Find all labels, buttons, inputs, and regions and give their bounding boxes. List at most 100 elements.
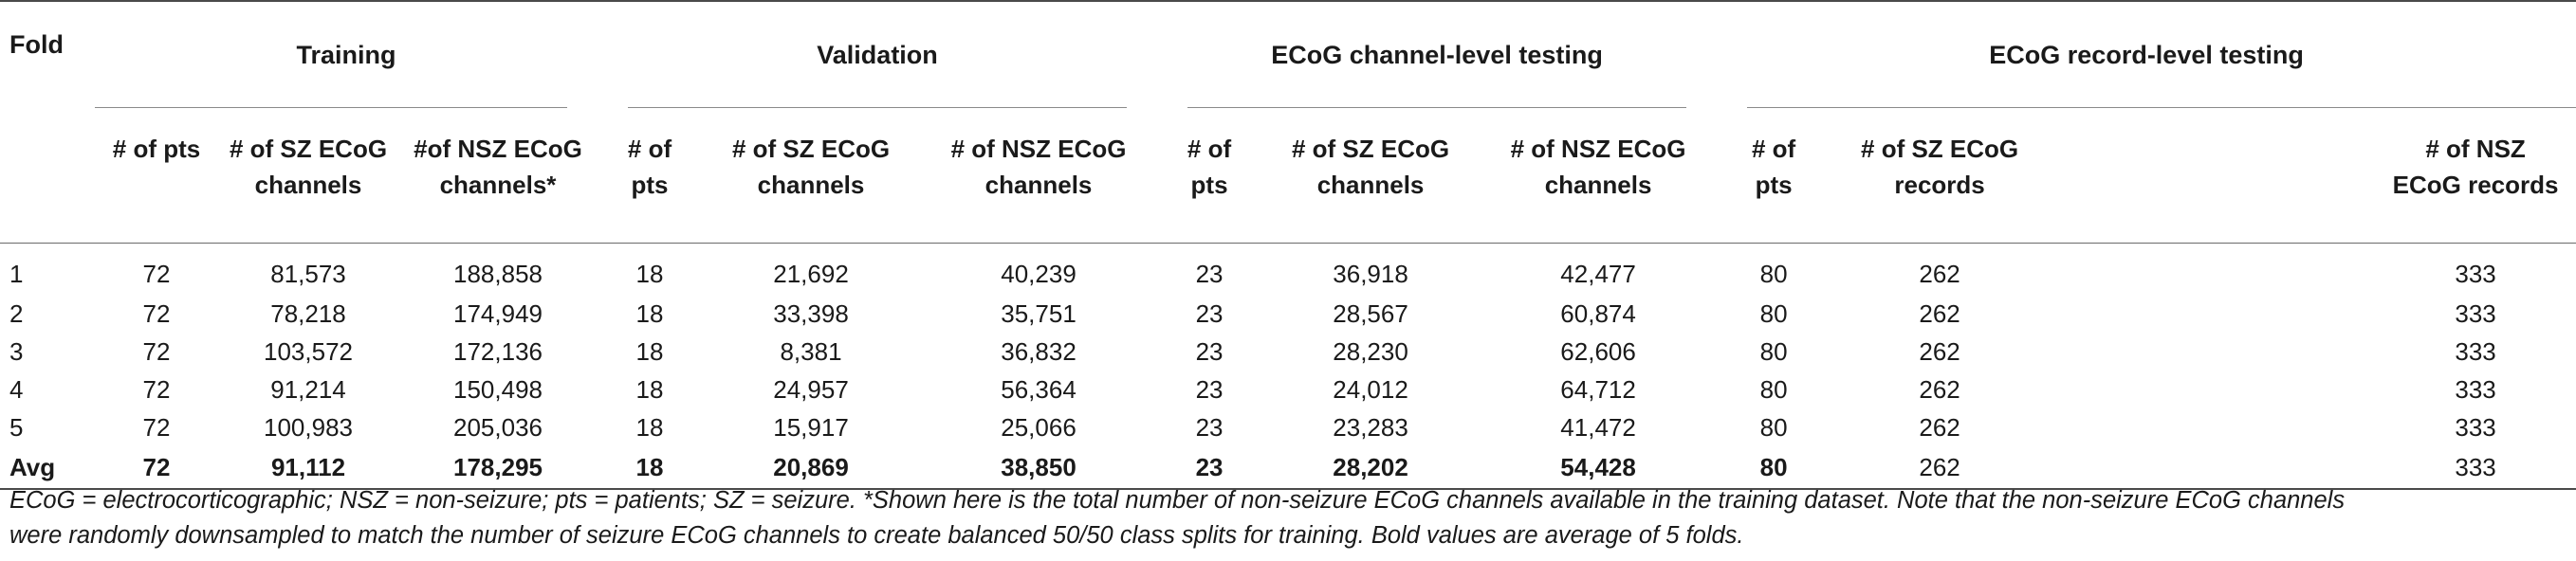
channel-sz-cell: 28,567: [1333, 299, 1408, 328]
subcolumn-header-row: # of pts # of SZ ECoG channels #of NSZ EC…: [0, 108, 2576, 244]
record-nsz-header: # of NSZ ECoG records: [2049, 108, 2576, 244]
validation-sz-header: # of SZ ECoG channels: [702, 108, 921, 244]
channel-nsz-header: # of NSZ ECoG channels: [1480, 108, 1718, 244]
validation-nsz-cell: 36,832: [1001, 336, 1076, 366]
channel-nsz-cell: 42,477: [1560, 259, 1636, 288]
avg-validation-sz-cell: 20,869: [702, 446, 921, 490]
table-row: 5 72 100,983 205,036 18 15,917 25,066 23 23,283 4…: [0, 408, 2576, 446]
avg-record-sz-cell: 262: [1831, 446, 2050, 490]
validation-sz-cell: 8,381: [780, 336, 842, 366]
table-footnote: ECoG = electrocorticographic; NSZ = non-…: [9, 483, 2561, 553]
footnote-line-2: were randomly downsampled to match the n…: [9, 522, 1744, 549]
fold-cell: 4: [9, 374, 24, 404]
avg-validation-nsz-cell: 38,850: [920, 446, 1158, 490]
fold-subheader-blank: [0, 108, 95, 244]
channel-nsz-cell: 64,712: [1560, 374, 1636, 404]
channel-sz-cell: 36,918: [1333, 259, 1408, 288]
training-sz-cell: 91,214: [270, 374, 346, 404]
training-nsz-cell: 188,858: [453, 259, 543, 288]
channel-sz-cell: 23,283: [1333, 412, 1408, 442]
validation-pts-cell: 18: [635, 336, 664, 366]
validation-sz-cell: 33,398: [773, 299, 849, 328]
channel-pts-cell: 23: [1195, 412, 1224, 442]
channel-sz-header: # of SZ ECoG channels: [1261, 108, 1481, 244]
group-header-row: Fold Training Validation ECoG channel-le…: [0, 1, 2576, 108]
average-row: Avg 72 91,112 178,295 18 20,869 38,850 23 28,202…: [0, 446, 2576, 490]
record-nsz-cell: 333: [2455, 299, 2496, 328]
validation-nsz-cell: 40,239: [1001, 259, 1076, 288]
validation-pts-cell: 18: [635, 259, 664, 288]
channel-pts-cell: 23: [1195, 336, 1224, 366]
fold-cell: 2: [9, 299, 24, 328]
training-nsz-cell: 150,498: [453, 374, 543, 404]
avg-training-sz-cell: 91,112: [218, 446, 398, 490]
record-pts-cell: 80: [1759, 259, 1788, 288]
training-pts-cell: 72: [142, 299, 171, 328]
record-sz-cell: 262: [1919, 336, 1960, 366]
validation-sz-cell: 15,917: [773, 412, 849, 442]
validation-nsz-header: # of NSZ ECoG channels: [920, 108, 1158, 244]
record-pts-cell: 80: [1759, 412, 1788, 442]
channel-sz-cell: 28,230: [1333, 336, 1408, 366]
channel-pts-cell: 23: [1195, 259, 1224, 288]
channel-pts-header: # of pts: [1157, 108, 1262, 244]
avg-record-pts-cell: 80: [1717, 446, 1831, 490]
record-nsz-cell: 333: [2455, 374, 2496, 404]
record-sz-cell: 262: [1919, 299, 1960, 328]
validation-group-header: Validation: [598, 1, 1157, 108]
validation-pts-cell: 18: [635, 412, 664, 442]
training-sz-cell: 103,572: [264, 336, 353, 366]
record-nsz-cell: 333: [2455, 412, 2496, 442]
avg-channel-sz-cell: 28,202: [1261, 446, 1481, 490]
record-nsz-cell: 333: [2455, 259, 2496, 288]
validation-nsz-cell: 56,364: [1001, 374, 1076, 404]
avg-fold-cell: Avg: [0, 446, 95, 490]
record-testing-group-label: ECoG record-level testing: [1989, 40, 2304, 69]
table-row: 2 72 78,218 174,949 18 33,398 35,751 23 28,567 60…: [0, 295, 2576, 333]
validation-nsz-cell: 35,751: [1001, 299, 1076, 328]
validation-group-label: Validation: [817, 40, 938, 69]
table-row: 3 72 103,572 172,136 18 8,381 36,832 23 28,230 62…: [0, 333, 2576, 371]
table-row: 1 72 81,573 188,858 18 21,692 40,239 23 36,918 42…: [0, 244, 2576, 296]
training-pts-cell: 72: [142, 259, 171, 288]
avg-channel-nsz-cell: 54,428: [1480, 446, 1718, 490]
channel-nsz-cell: 60,874: [1560, 299, 1636, 328]
avg-validation-pts-cell: 18: [598, 446, 703, 490]
record-pts-cell: 80: [1759, 336, 1788, 366]
training-nsz-cell: 205,036: [453, 412, 543, 442]
validation-pts-cell: 18: [635, 374, 664, 404]
record-pts-header: # of pts: [1717, 108, 1831, 244]
training-pts-header: # of pts: [95, 108, 218, 244]
channel-testing-group-label: ECoG channel-level testing: [1271, 40, 1603, 69]
channel-sz-cell: 24,012: [1333, 374, 1408, 404]
record-pts-cell: 80: [1759, 299, 1788, 328]
channel-nsz-cell: 41,472: [1560, 412, 1636, 442]
avg-training-pts-cell: 72: [95, 446, 218, 490]
table-body: 1 72 81,573 188,858 18 21,692 40,239 23 36,918 42…: [0, 244, 2576, 490]
fold-header: Fold: [9, 30, 64, 59]
training-pts-cell: 72: [142, 374, 171, 404]
record-sz-header: # of SZ ECoG records: [1831, 108, 2050, 244]
training-pts-cell: 72: [142, 412, 171, 442]
table-row: 4 72 91,214 150,498 18 24,957 56,364 23 24,012 64…: [0, 371, 2576, 408]
record-sz-cell: 262: [1919, 412, 1960, 442]
validation-nsz-cell: 25,066: [1001, 412, 1076, 442]
avg-training-nsz-cell: 178,295: [398, 446, 598, 490]
footnote-line-1: ECoG = electrocorticographic; NSZ = non-…: [9, 487, 2346, 514]
training-nsz-cell: 172,136: [453, 336, 543, 366]
avg-record-nsz-cell: 333: [2049, 446, 2576, 490]
channel-testing-group-header: ECoG channel-level testing: [1157, 1, 1717, 108]
avg-channel-pts-cell: 23: [1157, 446, 1262, 490]
validation-pts-header: # of pts: [598, 108, 703, 244]
validation-sz-cell: 24,957: [773, 374, 849, 404]
fold-cell: 1: [9, 259, 24, 288]
training-sz-cell: 100,983: [264, 412, 353, 442]
record-sz-cell: 262: [1919, 374, 1960, 404]
training-group-label: Training: [296, 40, 396, 69]
results-table-container: Fold Training Validation ECoG channel-le…: [0, 1, 2576, 490]
record-testing-group-header: ECoG record-level testing: [1717, 1, 2576, 108]
channel-pts-cell: 23: [1195, 374, 1224, 404]
training-group-header: Training: [95, 1, 598, 108]
validation-sz-cell: 21,692: [773, 259, 849, 288]
training-nsz-header: #of NSZ ECoG channels*: [398, 108, 598, 244]
